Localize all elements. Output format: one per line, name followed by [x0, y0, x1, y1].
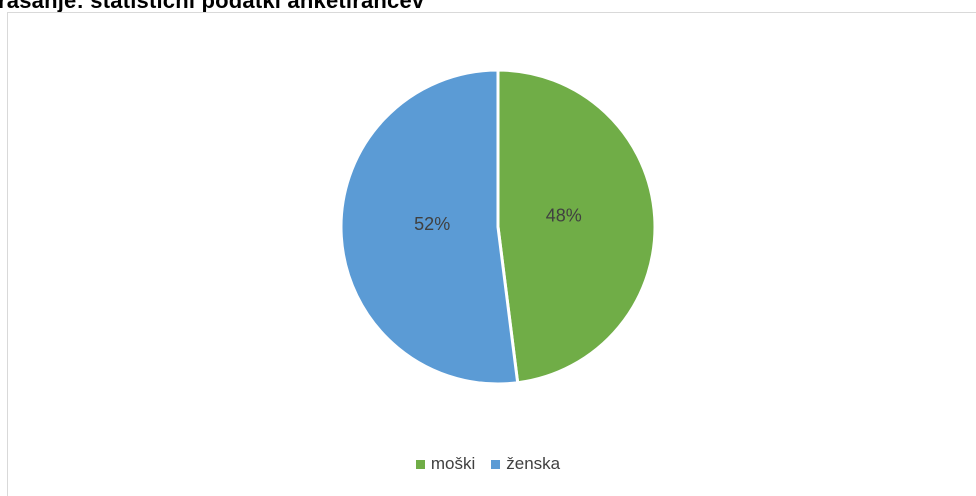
legend-item-1: ženska [491, 454, 560, 474]
pie-data-label-1: 52% [414, 214, 450, 234]
legend-swatch-0 [415, 459, 425, 469]
pie-slice-0 [496, 68, 657, 385]
legend-swatch-1 [491, 459, 501, 469]
legend-item-0: moški [415, 454, 476, 474]
pie-slice-1 [339, 68, 520, 386]
legend-label-0: moški [430, 454, 476, 473]
document-heading: rašanje: statistični podatki anketirance… [0, 0, 425, 13]
chart-legend: moški ženska [0, 452, 976, 476]
pie-data-label-0: 48% [546, 206, 582, 226]
legend-label-1: ženska [506, 454, 561, 473]
